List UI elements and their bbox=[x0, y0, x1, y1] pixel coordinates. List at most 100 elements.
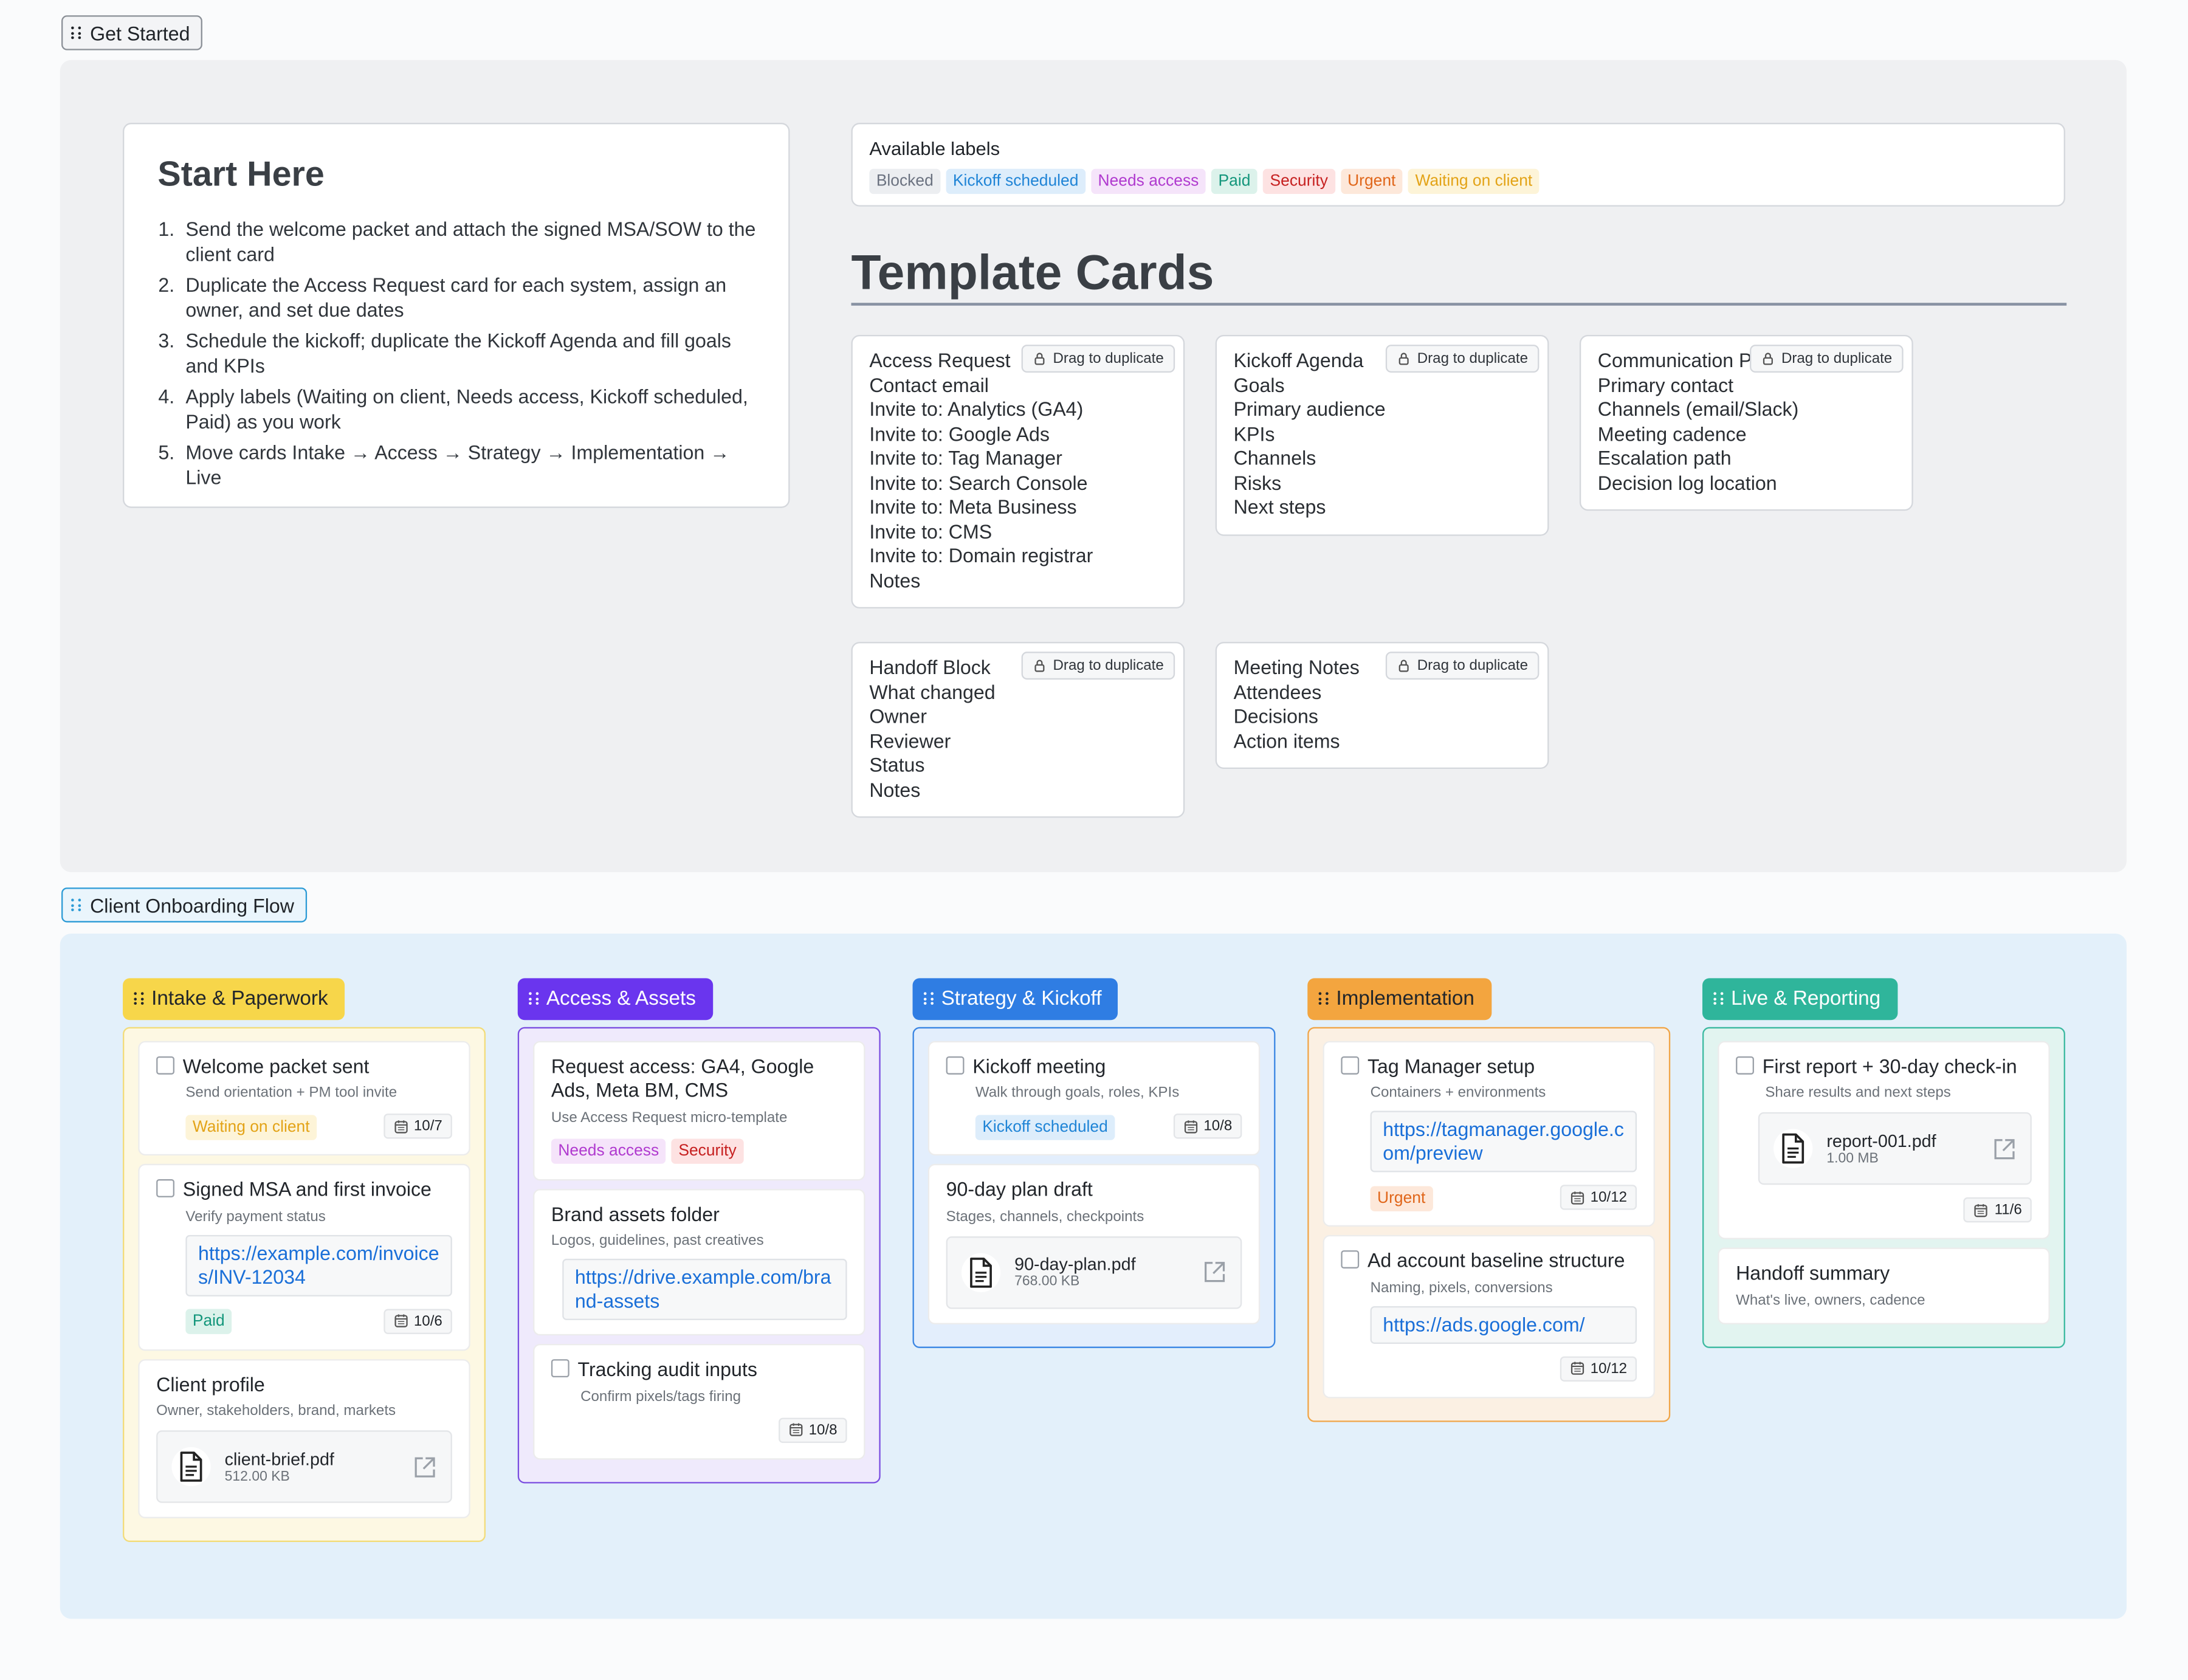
open-file-icon[interactable] bbox=[1203, 1260, 1226, 1284]
drag-button[interactable]: Drag to duplicate bbox=[1385, 652, 1540, 680]
calendar-icon bbox=[1569, 1361, 1584, 1376]
column-header[interactable]: Intake & Paperwork bbox=[123, 977, 345, 1020]
column-header[interactable]: Strategy & Kickoff bbox=[912, 977, 1119, 1020]
grip-icon bbox=[71, 898, 81, 912]
template-card[interactable]: Handoff Block What changed Owner Reviewer St… bbox=[851, 642, 1185, 818]
template-line: Invite to: Domain registrar bbox=[869, 544, 1093, 567]
template-line: Invite to: Search Console bbox=[869, 470, 1088, 494]
template-line: Invite to: Google Ads bbox=[869, 422, 1050, 445]
section-tag-text: Get Started bbox=[90, 21, 190, 44]
label-chip: Urgent bbox=[1370, 1185, 1433, 1211]
drag-button[interactable]: Drag to duplicate bbox=[1020, 652, 1175, 680]
kanban-card[interactable]: Welcome packet sent Send orientation + PM… bbox=[138, 1040, 470, 1156]
step: Duplicate the Access Request card for ea… bbox=[180, 274, 760, 322]
grip-icon bbox=[134, 992, 144, 1005]
label-chip: Security bbox=[671, 1138, 744, 1164]
kanban-card[interactable]: Brand assets folder Logos, guidelines, pa… bbox=[533, 1188, 865, 1336]
column-header[interactable]: Implementation bbox=[1307, 977, 1491, 1020]
card-title: 90-day plan draft bbox=[946, 1177, 1093, 1200]
kanban-card[interactable]: Handoff summary What's live, owners, cade… bbox=[1718, 1247, 2050, 1324]
kanban-card[interactable]: First report + 30-day check-in Share resu… bbox=[1718, 1040, 2050, 1239]
template-line: Invite to: Analytics (GA4) bbox=[869, 398, 1084, 421]
checkbox[interactable] bbox=[156, 1055, 174, 1074]
labels-card: Available labels Blocked Kickoff scheduled… bbox=[851, 123, 2065, 207]
card-title: Request access: GA4, Google Ads, Meta BM… bbox=[551, 1054, 814, 1101]
card-labels: Waiting on client bbox=[185, 1113, 322, 1140]
label-chip: Needs access bbox=[551, 1138, 666, 1164]
kanban-card[interactable]: Request access: GA4, Google Ads, Meta BM… bbox=[533, 1040, 865, 1180]
checkbox[interactable] bbox=[1341, 1250, 1360, 1269]
drag-text: Drag to duplicate bbox=[1417, 350, 1529, 367]
template-line: Invite to: Tag Manager bbox=[869, 446, 1062, 469]
card-link[interactable]: https://drive.example.com/brand-assets bbox=[562, 1258, 847, 1320]
template-line: Status bbox=[869, 753, 925, 776]
template-card[interactable]: Access Request Contact email Invite to: An… bbox=[851, 335, 1185, 609]
card-title: Client profile bbox=[156, 1372, 265, 1395]
drag-button[interactable]: Drag to duplicate bbox=[1385, 345, 1540, 373]
column-body: Kickoff meeting Walk through goals, roles… bbox=[912, 1026, 1276, 1348]
file-name: client-brief.pdf bbox=[224, 1449, 334, 1469]
due-date: 10/6 bbox=[383, 1308, 452, 1334]
column-header[interactable]: Live & Reporting bbox=[1702, 977, 1897, 1020]
kanban-card[interactable]: Signed MSA and first invoice Verify payme… bbox=[138, 1163, 470, 1351]
card-labels: Urgent bbox=[1370, 1184, 1438, 1211]
template-card[interactable]: Kickoff Agenda Goals Primary audience KPIs C… bbox=[1215, 335, 1549, 535]
open-file-icon[interactable] bbox=[413, 1455, 437, 1478]
card-title-row: Tag Manager setup bbox=[1341, 1055, 1637, 1079]
column-body: Tag Manager setup Containers + environmen… bbox=[1307, 1026, 1671, 1422]
checkbox[interactable] bbox=[946, 1055, 965, 1074]
label-chip: Kickoff scheduled bbox=[975, 1114, 1115, 1140]
checkbox[interactable] bbox=[1736, 1055, 1754, 1074]
card-title: Tracking audit inputs bbox=[577, 1357, 757, 1380]
card-link[interactable]: https://tagmanager.google.com/preview bbox=[1370, 1110, 1637, 1172]
template-card[interactable]: Communication Plan Primary contact Channel… bbox=[1579, 335, 1913, 511]
file-icon bbox=[961, 1252, 1001, 1292]
template-line: Primary contact bbox=[1597, 373, 1734, 396]
template-line: Meeting cadence bbox=[1597, 422, 1747, 445]
kanban-card[interactable]: Client profile Owner, stakeholders, brand… bbox=[138, 1358, 470, 1518]
due-date-text: 10/12 bbox=[1590, 1360, 1628, 1377]
column: Implementation Tag Manager setup Container… bbox=[1307, 977, 1671, 1422]
column-body: First report + 30-day check-in Share resu… bbox=[1702, 1026, 2065, 1348]
card-title-row: Request access: GA4, Google Ads, Meta BM… bbox=[551, 1055, 847, 1103]
drag-button[interactable]: Drag to duplicate bbox=[1020, 345, 1175, 373]
card-title: Kickoff meeting bbox=[972, 1054, 1106, 1077]
checkbox[interactable] bbox=[551, 1359, 569, 1378]
kanban-card[interactable]: 90-day plan draft Stages, channels, check… bbox=[927, 1163, 1261, 1324]
card-link[interactable]: https://ads.google.com/ bbox=[1370, 1305, 1637, 1343]
template-line: Reviewer bbox=[869, 729, 951, 752]
template-card[interactable]: Meeting Notes Attendees Decisions Action it… bbox=[1215, 642, 1549, 769]
step: Apply labels (Waiting on client, Needs a… bbox=[180, 385, 760, 434]
template-title: Meeting Notes bbox=[1233, 656, 1360, 678]
calendar-icon bbox=[1973, 1202, 1989, 1217]
card-title: Handoff summary bbox=[1736, 1261, 1890, 1284]
kanban-card[interactable]: Kickoff meeting Walk through goals, roles… bbox=[927, 1040, 1261, 1156]
open-file-icon[interactable] bbox=[1993, 1137, 2017, 1160]
drag-text: Drag to duplicate bbox=[1053, 657, 1164, 674]
section-tag[interactable]: Get Started bbox=[61, 15, 203, 50]
card-title: Ad account baseline structure bbox=[1367, 1248, 1625, 1272]
due-date-text: 10/6 bbox=[413, 1312, 442, 1329]
template-line: Owner bbox=[869, 704, 927, 728]
template-line: Action items bbox=[1233, 729, 1340, 752]
card-meta: Waiting on client 10/7 bbox=[185, 1112, 452, 1140]
steps-list: Send the welcome packet and attach the s… bbox=[157, 218, 760, 490]
checkbox[interactable] bbox=[156, 1179, 174, 1197]
card-link[interactable]: https://example.com/invoices/INV-12034 bbox=[185, 1234, 452, 1296]
drag-button[interactable]: Drag to duplicate bbox=[1749, 345, 1904, 373]
card-title: Welcome packet sent bbox=[182, 1054, 370, 1077]
kanban-card[interactable]: Ad account baseline structure Naming, pix… bbox=[1323, 1234, 1655, 1398]
card-title: Signed MSA and first invoice bbox=[182, 1177, 432, 1200]
kanban-card[interactable]: Tracking audit inputs Confirm pixels/tags… bbox=[533, 1343, 865, 1459]
card-title: Tag Manager setup bbox=[1367, 1054, 1535, 1077]
section-tag[interactable]: Client Onboarding Flow bbox=[61, 887, 307, 923]
file-size: 1.00 MB bbox=[1826, 1150, 1879, 1166]
card-subtitle: Send orientation + PM tool invite bbox=[185, 1084, 397, 1101]
template-line: Invite to: CMS bbox=[869, 520, 993, 542]
card-labels: Paid bbox=[185, 1307, 237, 1334]
checkbox[interactable] bbox=[1341, 1055, 1360, 1074]
card-meta: Needs access Security bbox=[551, 1137, 847, 1165]
calendar-icon bbox=[1183, 1118, 1198, 1134]
kanban-card[interactable]: Tag Manager setup Containers + environmen… bbox=[1323, 1040, 1655, 1227]
column-header[interactable]: Access & Assets bbox=[517, 977, 713, 1020]
